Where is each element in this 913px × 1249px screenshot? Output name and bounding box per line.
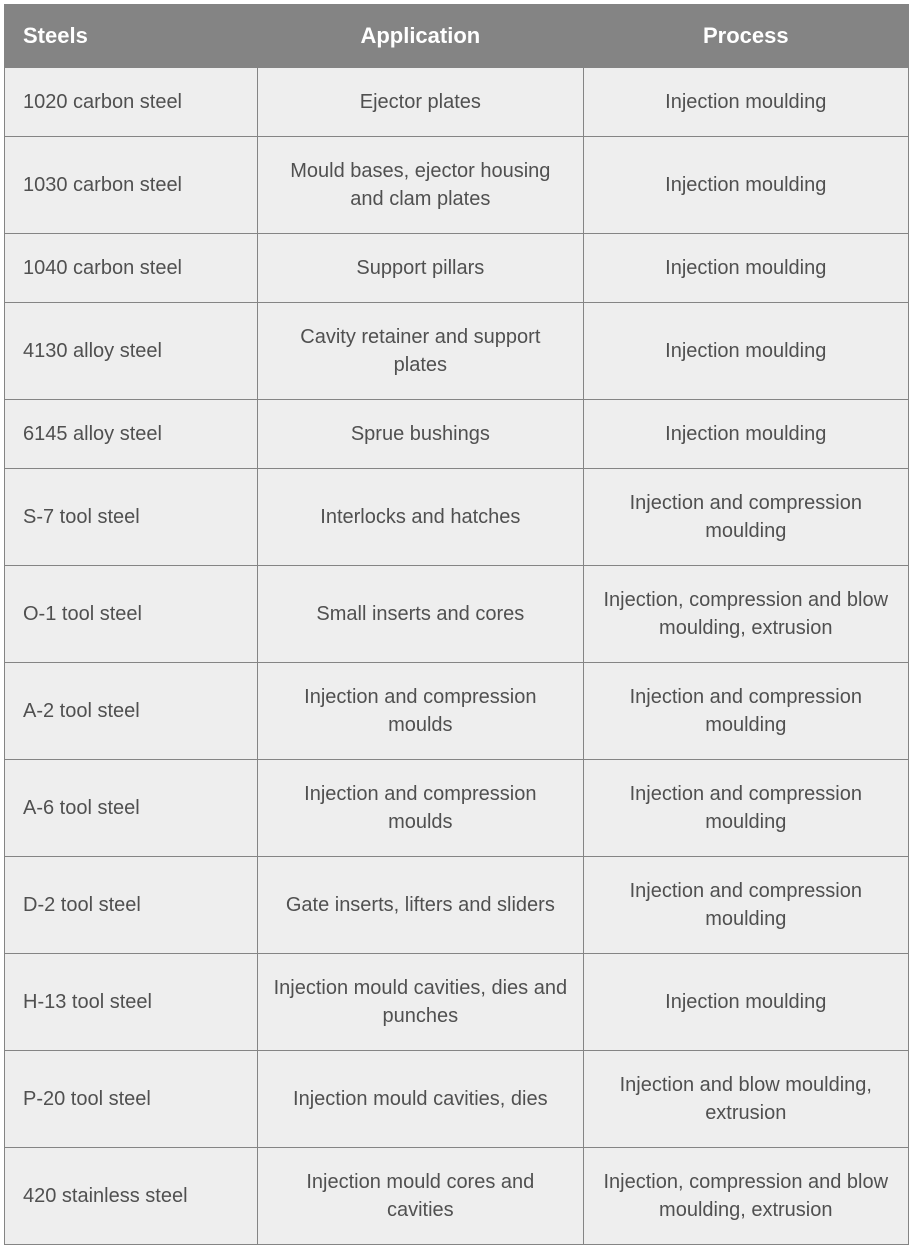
table-row: H-13 tool steelInjection mould cavities,… xyxy=(5,954,909,1051)
table-cell: Injection and compression moulds xyxy=(258,663,583,760)
table-cell: H-13 tool steel xyxy=(5,954,258,1051)
table-cell: Cavity retainer and support plates xyxy=(258,303,583,400)
table-cell: Interlocks and hatches xyxy=(258,469,583,566)
table-cell: D-2 tool steel xyxy=(5,857,258,954)
table-row: A-2 tool steelInjection and compression … xyxy=(5,663,909,760)
table-row: D-2 tool steelGate inserts, lifters and … xyxy=(5,857,909,954)
table-cell: 1030 carbon steel xyxy=(5,137,258,234)
table-cell: Injection and compression moulding xyxy=(583,469,908,566)
table-cell: 6145 alloy steel xyxy=(5,400,258,469)
table-cell: Support pillars xyxy=(258,234,583,303)
table-row: 1020 carbon steelEjector platesInjection… xyxy=(5,68,909,137)
table-cell: Injection and compression moulding xyxy=(583,857,908,954)
table-cell: Gate inserts, lifters and sliders xyxy=(258,857,583,954)
table-row: 1040 carbon steelSupport pillarsInjectio… xyxy=(5,234,909,303)
table-row: O-1 tool steelSmall inserts and coresInj… xyxy=(5,566,909,663)
table-cell: 1020 carbon steel xyxy=(5,68,258,137)
table-row: 420 stainless steelInjection mould cores… xyxy=(5,1148,909,1245)
table-cell: Injection moulding xyxy=(583,400,908,469)
table-cell: A-6 tool steel xyxy=(5,760,258,857)
table-cell: Ejector plates xyxy=(258,68,583,137)
table-cell: O-1 tool steel xyxy=(5,566,258,663)
table-cell: Small inserts and cores xyxy=(258,566,583,663)
table-cell: P-20 tool steel xyxy=(5,1051,258,1148)
col-header-application: Application xyxy=(258,5,583,68)
table-cell: Injection moulding xyxy=(583,137,908,234)
table-row: 1030 carbon steelMould bases, ejector ho… xyxy=(5,137,909,234)
table-cell: Injection mould cores and cavities xyxy=(258,1148,583,1245)
table-cell: Injection, compression and blow moulding… xyxy=(583,566,908,663)
table-row: S-7 tool steelInterlocks and hatchesInje… xyxy=(5,469,909,566)
table-cell: Sprue bushings xyxy=(258,400,583,469)
table-cell: Injection and compression moulding xyxy=(583,663,908,760)
col-header-steels: Steels xyxy=(5,5,258,68)
table-cell: Mould bases, ejector housing and clam pl… xyxy=(258,137,583,234)
table-cell: Injection mould cavities, dies xyxy=(258,1051,583,1148)
table-row: P-20 tool steelInjection mould cavities,… xyxy=(5,1051,909,1148)
table-row: 4130 alloy steelCavity retainer and supp… xyxy=(5,303,909,400)
table-row: 6145 alloy steelSprue bushingsInjection … xyxy=(5,400,909,469)
table-cell: 1040 carbon steel xyxy=(5,234,258,303)
table-cell: 420 stainless steel xyxy=(5,1148,258,1245)
col-header-process: Process xyxy=(583,5,908,68)
table-cell: S-7 tool steel xyxy=(5,469,258,566)
table-cell: Injection moulding xyxy=(583,954,908,1051)
table-header: Steels Application Process xyxy=(5,5,909,68)
table-cell: Injection and blow moulding, extrusion xyxy=(583,1051,908,1148)
table-cell: 4130 alloy steel xyxy=(5,303,258,400)
table-cell: A-2 tool steel xyxy=(5,663,258,760)
table-cell: Injection moulding xyxy=(583,303,908,400)
table-body: 1020 carbon steelEjector platesInjection… xyxy=(5,68,909,1245)
table-cell: Injection moulding xyxy=(583,68,908,137)
table-row: A-6 tool steelInjection and compression … xyxy=(5,760,909,857)
table-cell: Injection, compression and blow moulding… xyxy=(583,1148,908,1245)
steels-table: Steels Application Process 1020 carbon s… xyxy=(4,4,909,1245)
table-cell: Injection and compression moulding xyxy=(583,760,908,857)
table-cell: Injection and compression moulds xyxy=(258,760,583,857)
table-cell: Injection moulding xyxy=(583,234,908,303)
table-cell: Injection mould cavities, dies and punch… xyxy=(258,954,583,1051)
